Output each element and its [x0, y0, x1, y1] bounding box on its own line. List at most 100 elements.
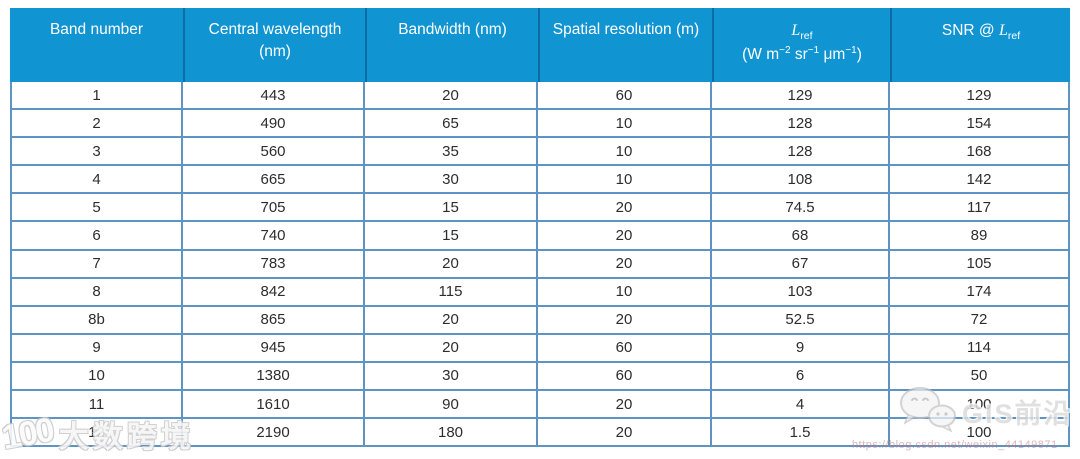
table-cell: 117 — [890, 194, 1070, 223]
table-cell: 665 — [183, 166, 365, 195]
table-cell: 490 — [183, 110, 365, 139]
col-central-wavelength: Central wavelength (nm) — [183, 8, 365, 82]
table-cell: 20 — [365, 82, 538, 111]
table-cell: 6 — [10, 222, 183, 251]
table-cell: 1 — [10, 82, 183, 111]
lref-symbol: Lref — [791, 22, 813, 43]
band-spec-table: Band number Central wavelength (nm) Band… — [10, 8, 1070, 448]
table-cell: 20 — [365, 306, 538, 335]
table-row: 12 2190 180 20 1.5 100 — [10, 419, 1070, 448]
table-cell: 30 — [365, 166, 538, 195]
table-cell: 180 — [365, 419, 538, 448]
table-cell: 68 — [712, 222, 890, 251]
table-row: 8b 865 20 20 52.5 72 — [10, 306, 1070, 335]
table-cell: 705 — [183, 194, 365, 223]
table-cell: 65 — [365, 110, 538, 139]
table-cell: 74.5 — [712, 194, 890, 223]
table-cell: 174 — [890, 278, 1070, 307]
table-cell: 60 — [538, 82, 712, 111]
table-cell: 90 — [365, 391, 538, 420]
table-cell: 142 — [890, 166, 1070, 195]
table-cell: 154 — [890, 110, 1070, 139]
table-cell: 108 — [712, 166, 890, 195]
table-cell: 129 — [890, 82, 1070, 111]
table-cell: 20 — [538, 391, 712, 420]
table-row: 11 1610 90 20 4 100 — [10, 391, 1070, 420]
table-cell: 865 — [183, 306, 365, 335]
table-cell: 168 — [890, 138, 1070, 167]
table-cell: 10 — [538, 138, 712, 167]
table-cell: 9 — [712, 334, 890, 363]
table-cell: 114 — [890, 334, 1070, 363]
table-cell: 115 — [365, 278, 538, 307]
table-cell: 50 — [890, 362, 1070, 392]
table-header: Band number Central wavelength (nm) Band… — [10, 8, 1070, 82]
table-cell: 8 — [10, 278, 183, 307]
table-cell: 35 — [365, 138, 538, 167]
table-cell: 20 — [365, 250, 538, 279]
table-cell: 8b — [10, 306, 183, 335]
table-cell: 15 — [365, 222, 538, 251]
table-cell: 12 — [10, 419, 183, 448]
table-row: 8 842 115 10 103 174 — [10, 278, 1070, 307]
col-band-number: Band number — [10, 8, 183, 82]
col-snr: SNR @ Lref — [890, 8, 1070, 82]
table-cell: 4 — [10, 166, 183, 195]
table-cell: 560 — [183, 138, 365, 167]
table-cell: 128 — [712, 110, 890, 139]
header-row: Band number Central wavelength (nm) Band… — [10, 8, 1070, 82]
table-cell: 4 — [712, 391, 890, 420]
table-cell: 72 — [890, 306, 1070, 335]
table-cell: 1610 — [183, 391, 365, 420]
lref-units: (W m−2 sr−1 μm−1) — [742, 45, 862, 64]
table-cell: 20 — [538, 194, 712, 223]
table-row: 4 665 30 10 108 142 — [10, 166, 1070, 195]
table-cell: 30 — [365, 362, 538, 392]
table-row: 3 560 35 10 128 168 — [10, 138, 1070, 167]
table-cell: 103 — [712, 278, 890, 307]
table-cell: 2 — [10, 110, 183, 139]
table-row: 1 443 20 60 129 129 — [10, 82, 1070, 111]
table-cell: 6 — [712, 362, 890, 392]
table-cell: 2190 — [183, 419, 365, 448]
table-cell: 783 — [183, 250, 365, 279]
table-cell: 20 — [538, 222, 712, 251]
table-cell: 52.5 — [712, 306, 890, 335]
table-cell: 1.5 — [712, 419, 890, 448]
col-bandwidth: Bandwidth (nm) — [365, 8, 538, 82]
table-cell: 1380 — [183, 362, 365, 392]
table-cell: 842 — [183, 278, 365, 307]
table-cell: 100 — [890, 391, 1070, 420]
table-row: 7 783 20 20 67 105 — [10, 250, 1070, 279]
table-cell: 740 — [183, 222, 365, 251]
table-row: 2 490 65 10 128 154 — [10, 110, 1070, 139]
table-cell: 11 — [10, 391, 183, 420]
table-row: 9 945 20 60 9 114 — [10, 334, 1070, 363]
table-cell: 60 — [538, 334, 712, 363]
table-cell: 105 — [890, 250, 1070, 279]
table-cell: 100 — [890, 419, 1070, 448]
table-cell: 10 — [538, 110, 712, 139]
table-cell: 10 — [538, 278, 712, 307]
col-lref: Lref (W m−2 sr−1 μm−1) — [712, 8, 890, 82]
table-cell: 10 — [538, 166, 712, 195]
table-cell: 20 — [538, 250, 712, 279]
table-body: 1 443 20 60 129 129 2 490 65 10 128 154 3 560 35 10 128 1… — [10, 82, 1070, 448]
table-row: 5 705 15 20 74.5 117 — [10, 194, 1070, 223]
table-cell: 15 — [365, 194, 538, 223]
col-spatial-resolution: Spatial resolution (m) — [538, 8, 712, 82]
table-cell: 9 — [10, 334, 183, 363]
table-cell: 20 — [538, 419, 712, 448]
table-cell: 10 — [10, 362, 183, 392]
table-cell: 89 — [890, 222, 1070, 251]
table-row: 6 740 15 20 68 89 — [10, 222, 1070, 251]
table-cell: 128 — [712, 138, 890, 167]
table-cell: 20 — [538, 306, 712, 335]
table-cell: 443 — [183, 82, 365, 111]
table-cell: 5 — [10, 194, 183, 223]
table-cell: 945 — [183, 334, 365, 363]
table-cell: 3 — [10, 138, 183, 167]
table-cell: 129 — [712, 82, 890, 111]
table-cell: 67 — [712, 250, 890, 279]
